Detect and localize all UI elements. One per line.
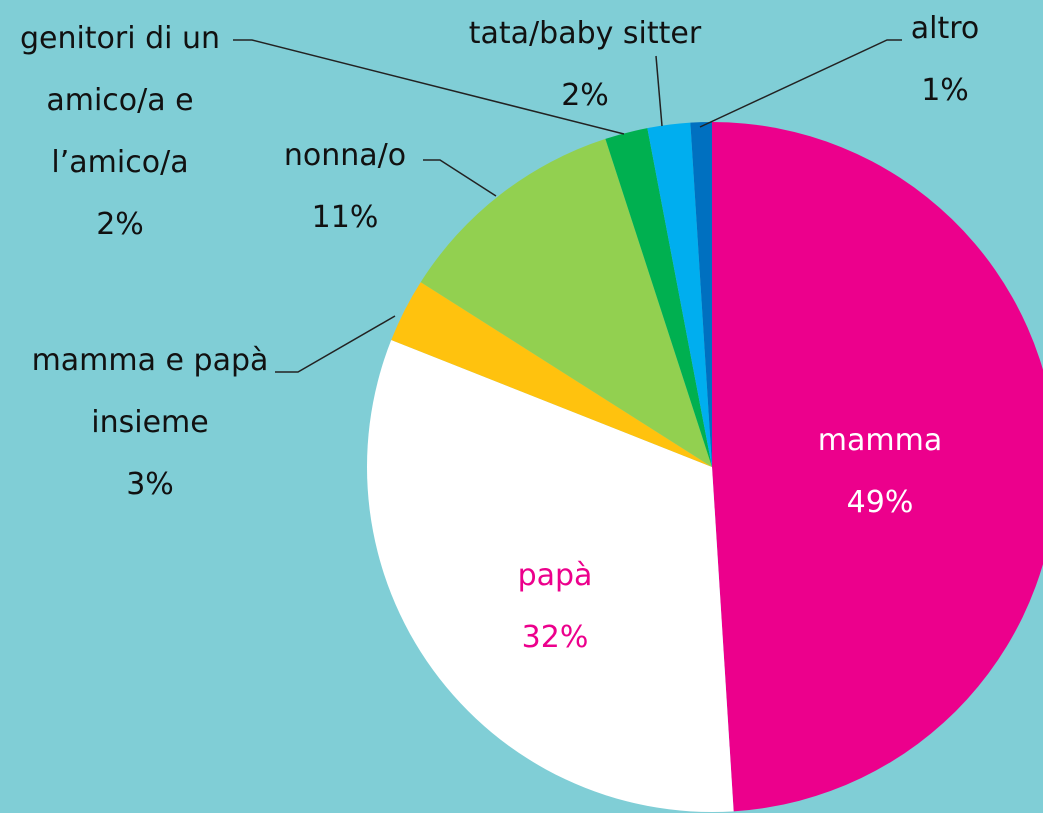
value-label: 11% (311, 200, 379, 235)
value-label: 2% (561, 78, 609, 113)
category-label: tata/baby sitter (468, 16, 702, 51)
value-label: 1% (921, 73, 969, 108)
category-label: papà (517, 558, 593, 593)
category-label: genitori di un amico/a e l’amico/a (19, 21, 221, 180)
slice (690, 122, 712, 467)
slice-label: nonna/o 11% (260, 125, 430, 249)
leader-line (233, 39, 625, 135)
slice-label: mamma e papà insieme 3% (5, 330, 295, 516)
slice (605, 128, 712, 467)
value-label: 3% (126, 467, 174, 502)
slice-label: papà 32% (455, 545, 655, 669)
slice-label: genitori di un amico/a e l’amico/a 2% (0, 8, 240, 256)
category-label: mamma (817, 423, 943, 458)
slice (367, 339, 734, 812)
category-label: nonna/o (283, 138, 407, 173)
slice (420, 138, 712, 467)
slice (712, 122, 1043, 812)
slices (367, 122, 1043, 812)
value-label: 49% (846, 485, 914, 520)
slice-label: mamma 49% (780, 410, 980, 534)
slice-label: tata/baby sitter 2% (455, 3, 715, 127)
category-label: altro (910, 11, 980, 46)
slice-label: altro 1% (885, 0, 1005, 122)
leader-line (699, 39, 902, 128)
value-label: 32% (521, 620, 589, 655)
slice (391, 282, 712, 467)
leader-line (423, 159, 497, 197)
category-label: mamma e papà insieme (31, 343, 269, 440)
slice (647, 122, 712, 467)
leader-line (275, 315, 396, 373)
leader-lines (233, 39, 902, 373)
leader-line (655, 55, 663, 127)
value-label: 2% (96, 207, 144, 242)
